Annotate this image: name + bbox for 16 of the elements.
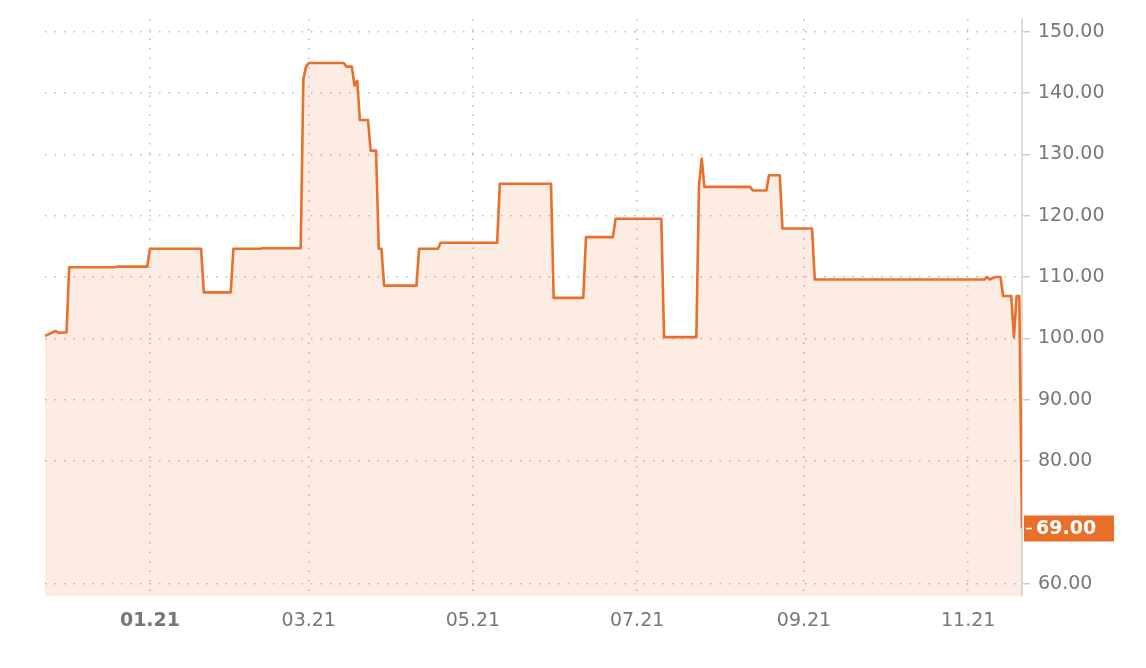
y-tick-label: 100.00 [1038, 325, 1105, 348]
y-tick-label: 110.00 [1038, 263, 1105, 286]
x-tick-label: 09.21 [776, 608, 832, 631]
y-tick-label: 140.00 [1038, 79, 1105, 102]
y-tick-label: 90.00 [1038, 386, 1093, 409]
x-tick-label: 11.21 [940, 608, 996, 631]
data-label: 69.00 [1036, 516, 1097, 539]
x-tick-label: 05.21 [445, 608, 501, 631]
y-tick-label: 120.00 [1038, 202, 1105, 225]
y-tick-label: 130.00 [1038, 141, 1105, 164]
x-tick-label: 07.21 [609, 608, 665, 631]
y-tick-label: 80.00 [1038, 447, 1093, 470]
y-tick-label: 60.00 [1038, 570, 1093, 593]
y-tick-label: 150.00 [1038, 18, 1105, 41]
x-tick-label: 01.21 [119, 608, 181, 631]
x-tick-label: 03.21 [281, 608, 336, 631]
